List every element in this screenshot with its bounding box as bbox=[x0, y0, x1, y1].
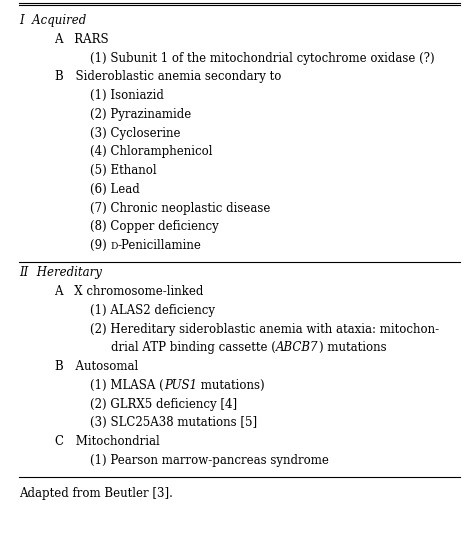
Text: D: D bbox=[110, 242, 118, 251]
Text: (2) Hereditary sideroblastic anemia with ataxia: mitochon-: (2) Hereditary sideroblastic anemia with… bbox=[90, 323, 439, 335]
Text: A RARS: A RARS bbox=[55, 33, 109, 46]
Text: (1) ALAS2 deficiency: (1) ALAS2 deficiency bbox=[90, 304, 215, 317]
Text: I   Acquired: I Acquired bbox=[19, 14, 86, 27]
Text: A X chromosome-linked: A X chromosome-linked bbox=[55, 285, 204, 298]
Text: drial ATP binding cassette (: drial ATP binding cassette ( bbox=[111, 341, 276, 354]
Text: (5) Ethanol: (5) Ethanol bbox=[90, 164, 157, 177]
Text: B Sideroblastic anemia secondary to: B Sideroblastic anemia secondary to bbox=[55, 71, 281, 83]
Text: (3) SLC25A38 mutations [5]: (3) SLC25A38 mutations [5] bbox=[90, 416, 257, 429]
Text: (8) Copper deficiency: (8) Copper deficiency bbox=[90, 220, 219, 233]
Text: ) mutations: ) mutations bbox=[319, 341, 386, 354]
Text: II   Hereditary: II Hereditary bbox=[19, 266, 102, 279]
Text: (7) Chronic neoplastic disease: (7) Chronic neoplastic disease bbox=[90, 202, 271, 215]
Text: C Mitochondrial: C Mitochondrial bbox=[55, 435, 159, 448]
Text: (9): (9) bbox=[90, 239, 110, 252]
Text: (6) Lead: (6) Lead bbox=[90, 183, 140, 196]
Text: (4) Chloramphenicol: (4) Chloramphenicol bbox=[90, 146, 212, 158]
Text: (2) GLRX5 deficiency [4]: (2) GLRX5 deficiency [4] bbox=[90, 398, 237, 410]
Text: B Autosomal: B Autosomal bbox=[55, 360, 138, 373]
Text: (1) MLASA (: (1) MLASA ( bbox=[90, 379, 164, 392]
Text: ABCB7: ABCB7 bbox=[276, 341, 319, 354]
Text: mutations): mutations) bbox=[197, 379, 264, 392]
Text: (3) Cycloserine: (3) Cycloserine bbox=[90, 127, 181, 140]
Text: (1) Subunit 1 of the mitochondrial cytochrome oxidase (?): (1) Subunit 1 of the mitochondrial cytoc… bbox=[90, 52, 435, 65]
Text: (1) Isoniazid: (1) Isoniazid bbox=[90, 89, 164, 102]
Text: -Penicillamine: -Penicillamine bbox=[118, 239, 202, 252]
Text: PUS1: PUS1 bbox=[164, 379, 197, 392]
Text: Adapted from Beutler [3].: Adapted from Beutler [3]. bbox=[19, 486, 173, 500]
Text: (2) Pyrazinamide: (2) Pyrazinamide bbox=[90, 108, 191, 121]
Text: (1) Pearson marrow-pancreas syndrome: (1) Pearson marrow-pancreas syndrome bbox=[90, 454, 329, 467]
